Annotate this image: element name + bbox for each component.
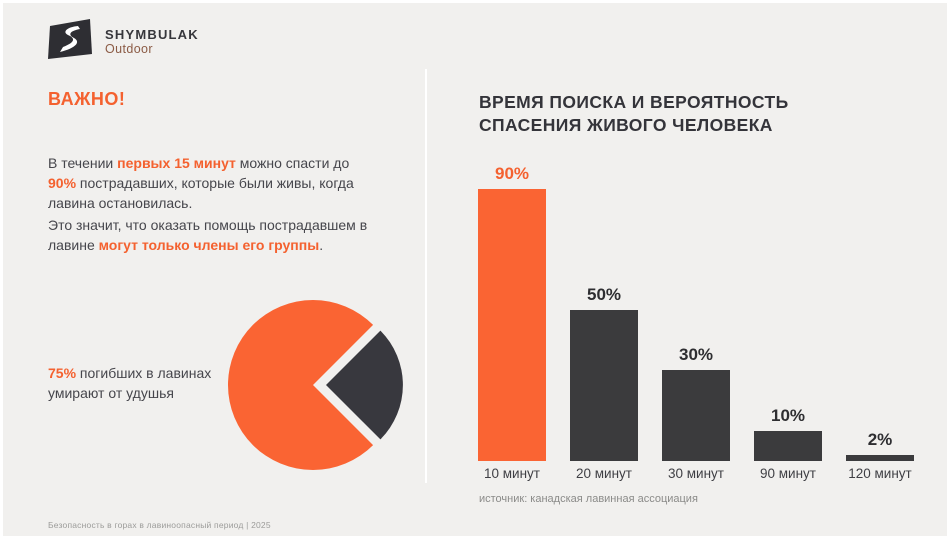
para2-highlight-group: могут только члены его группы [98,237,320,253]
bar-category-label: 20 минут [576,466,632,481]
para1-pre: В течении [48,155,118,171]
bar-chart-category-labels: 10 минут 20 минут 30 минут 90 минут 120 мину… [478,466,914,481]
mountain-slope-logo-icon [45,18,95,67]
bar-category-label: 90 минут [760,466,816,481]
bar-chart: 90% 50% 30% 10% 2% [478,163,914,461]
bar-column: 90% [478,163,546,461]
bar [478,189,546,461]
para1-mid: можно спасти до [235,155,350,171]
stat-text-rest: погибших в лавинах умирают от удушья [48,365,212,401]
footer-note: Безопасность в горах в лавиноопасный пер… [48,520,271,530]
bar-category-label: 10 минут [484,466,540,481]
bar-value-label: 10% [770,406,806,425]
bar [754,431,822,461]
bar-chart-title: ВРЕМЯ ПОИСКА И ВЕРОЯТНОСТЬ СПАСЕНИЯ ЖИВО… [479,91,789,137]
logo-text: SHYMBULAK Outdoor [105,28,199,56]
logo: SHYMBULAK Outdoor [45,18,199,67]
bar [570,310,638,461]
para2-post: . [319,237,324,253]
source-note: источник: канадская лавинная ассоциация [479,493,698,505]
suffocation-stat-text: 75% погибших в лавинах умирают от удушья [48,363,248,403]
pie-slice-exploded [326,330,403,440]
bar-column: 30% [662,163,730,461]
para1-highlight-15min: первых 15 минут [117,155,236,171]
bar-chart-title-line2: СПАСЕНИЯ ЖИВОГО ЧЕЛОВЕКА [479,115,773,135]
paragraph-rescue-time: В течении первых 15 минут можно спасти д… [48,153,378,213]
bar-value-label: 90% [494,164,530,183]
para1-highlight-90pct: 90% [48,175,77,191]
para2-pre: Это значит, что оказать помощь пострадав… [48,217,368,253]
bar-value-label: 50% [586,285,622,304]
bar-chart-title-line1: ВРЕМЯ ПОИСКА И ВЕРОЯТНОСТЬ [479,92,789,112]
bar [662,370,730,461]
bar-column: 10% [754,163,822,461]
pie-slice-main [227,300,374,470]
bar-value-label: 30% [678,345,714,364]
important-heading: ВАЖНО! [48,89,126,109]
brand-name: SHYMBULAK [105,27,199,43]
bar-category-label: 30 минут [668,466,724,481]
para1-post: пострадавших, которые были живы, когда л… [48,175,354,211]
brand-subtitle: Outdoor [105,41,153,56]
section-divider [425,69,427,483]
bar-column: 2% [846,163,914,461]
bar [846,455,914,461]
stat-highlight-75pct: 75% [48,365,77,381]
paragraph-group-help: Это значит, что оказать помощь пострадав… [48,215,378,255]
bar-value-label: 2% [867,430,893,449]
bar-category-label: 120 минут [848,466,912,481]
bar-column: 50% [570,163,638,461]
pie-chart [227,300,403,470]
